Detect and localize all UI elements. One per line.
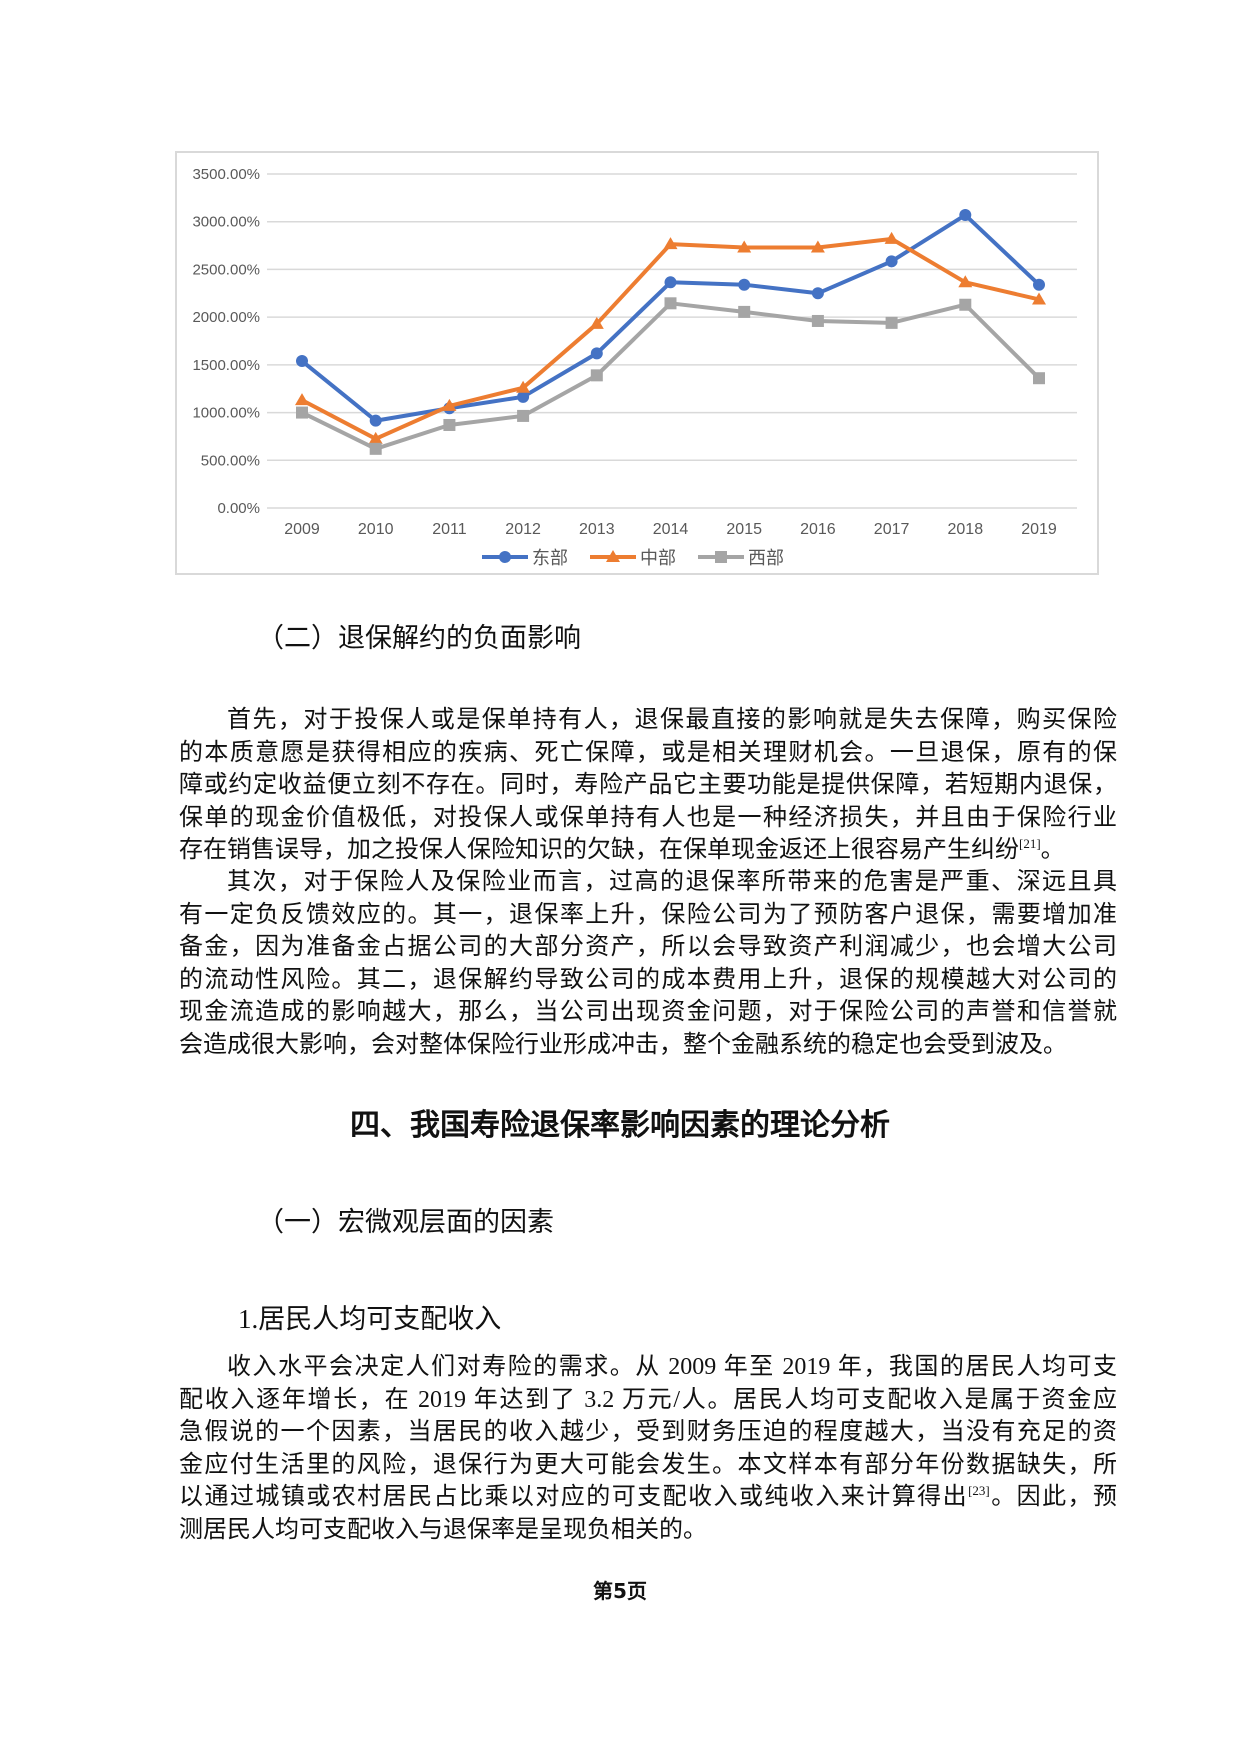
- text-line: 配收入逐年增长，在 2019 年达到了 3.2 万元/人。居民人均可支配收入是属…: [179, 1386, 1117, 1413]
- text: 存在销售误导，加之投保人保险知识的欠缺，在保单现金返还上很容易产生纠纷: [179, 837, 1019, 863]
- y-tick-label: 0.00%: [217, 500, 260, 517]
- text: 。: [1040, 837, 1065, 863]
- paragraph-1: 首先，对于投保人或是保单持有人，退保最直接的影响就是失去保障，购买保险 的本质意…: [179, 704, 1117, 867]
- text-line: 的本质意愿是获得相应的疾病、死亡保障，或是相关理财机会。一旦退保，原有的保: [179, 739, 1117, 766]
- y-tick-label: 500.00%: [201, 452, 260, 469]
- text-line: 其次，对于保险人及保险业而言，过高的退保率所带来的危害是严重、深远且具: [227, 869, 1117, 895]
- page-number: 第5页: [593, 1579, 647, 1603]
- data-point: [589, 316, 604, 329]
- data-point: [738, 305, 751, 318]
- section-heading: （一）宏微观层面的因素: [257, 1207, 554, 1238]
- series-line-西部: [301, 301, 1041, 451]
- x-tick-label: 2017: [874, 521, 910, 538]
- y-tick-label: 1500.00%: [192, 357, 260, 374]
- y-tick-label: 1000.00%: [192, 405, 260, 422]
- data-point: [664, 297, 677, 310]
- data-point: [296, 355, 308, 368]
- data-point: [516, 380, 531, 393]
- x-tick-label: 2013: [579, 521, 615, 538]
- citation: [23]: [968, 1483, 990, 1498]
- subsection-heading: 1.居民人均可支配收入: [238, 1304, 502, 1334]
- data-point: [369, 442, 382, 455]
- text-line: 测居民人均可支配收入与退保率是呈现负相关的。: [179, 1516, 707, 1543]
- data-point: [737, 240, 752, 253]
- data-point: [885, 316, 898, 329]
- y-tick-label: 2500.00%: [192, 261, 260, 278]
- legend-marker: [499, 551, 511, 563]
- data-point: [442, 398, 457, 411]
- data-point: [443, 418, 456, 431]
- data-point: [959, 298, 972, 311]
- text-line: 保单的现金价值极低，对投保人或保单持有人也是一种经济损失，并且由于保险行业: [179, 804, 1117, 831]
- text-line: 存在销售误导，加之投保人保险知识的欠缺，在保单现金返还上很容易产生纠纷[21]。: [179, 834, 1117, 867]
- paragraph-2: 其次，对于保险人及保险业而言，过高的退保率所带来的危害是严重、深远且具 有一定负…: [179, 866, 1117, 1061]
- data-point: [295, 393, 309, 406]
- x-tick-label: 2011: [432, 521, 467, 538]
- data-point: [664, 276, 677, 289]
- text-line: 急假说的一个因素，当居民的收入越少，受到财务压迫的程度越大，当没有充足的资: [179, 1419, 1117, 1445]
- data-point: [369, 414, 382, 427]
- legend-label: 西部: [748, 548, 784, 569]
- y-tick-label: 2000.00%: [192, 309, 260, 326]
- data-point: [738, 278, 751, 291]
- text-line: 现金流造成的影响越大，那么，当公司出现资金问题，对于保险公司的声誉和信誉就: [179, 999, 1117, 1025]
- data-point: [663, 237, 678, 250]
- chapter-heading: 四、我国寿险退保率影响因素的理论分析: [350, 1108, 890, 1143]
- data-point: [517, 390, 530, 403]
- x-tick-label: 2010: [358, 521, 394, 538]
- citation: [21]: [1019, 836, 1041, 851]
- data-point: [810, 240, 825, 253]
- data-point: [368, 431, 383, 444]
- x-tick-label: 2009: [284, 521, 320, 538]
- data-point: [811, 314, 824, 327]
- text-line: 会造成很大影响，会对整体保险行业形成冲击，整个金融系统的稳定也会受到波及。: [179, 1031, 1067, 1058]
- data-point: [811, 287, 824, 300]
- x-tick-label: 2019: [1021, 521, 1057, 538]
- x-tick-label: 2016: [800, 521, 836, 538]
- legend-label: 中部: [640, 548, 676, 569]
- text-line: 以通过城镇或农村居民占比乘以对应的可支配收入或纯收入来计算得出[23]。因此，预: [179, 1481, 1117, 1514]
- data-point: [590, 347, 603, 360]
- legend-marker: [715, 551, 727, 563]
- data-point: [958, 275, 973, 288]
- x-tick-label: 2014: [653, 521, 689, 538]
- data-point: [517, 409, 530, 422]
- text-line: 有一定负反馈效应的。其一，退保率上升，保险公司为了预防客户退保，需要增加准: [179, 901, 1117, 928]
- data-point: [1033, 278, 1045, 291]
- section-heading: （二）退保解约的负面影响: [257, 623, 581, 654]
- paragraph-3: 收入水平会决定人们对寿险的需求。从 2009 年至 2019 年，我国的居民人均…: [179, 1351, 1117, 1546]
- text-line: 备金，因为准备金占据公司的大部分资产，所以会导致资产利润减少，也会增大公司: [179, 934, 1117, 960]
- data-point: [1032, 292, 1046, 305]
- text-line: 收入水平会决定人们对寿险的需求。从 2009 年至 2019 年，我国的居民人均…: [227, 1354, 1117, 1380]
- line-chart: 0.00% 500.00% 1000.00% 1500.00% 2000.00% 2500…: [175, 151, 1099, 575]
- text-line: 障或约定收益便立刻不存在。同时，寿险产品它主要功能是提供保障，若短期内退保，: [179, 772, 1117, 798]
- data-point: [885, 255, 898, 268]
- legend-label: 东部: [532, 548, 568, 569]
- data-point: [1033, 372, 1045, 385]
- legend-marker: [606, 550, 620, 562]
- text: 。因此，预: [989, 1484, 1118, 1510]
- data-point: [959, 209, 972, 222]
- x-tick-label: 2012: [505, 521, 541, 538]
- text: 以通过城镇或农村居民占比乘以对应的可支配收入或纯收入来计算得出: [179, 1484, 969, 1510]
- text-line: 的流动性风险。其二，退保解约导致公司的成本费用上升，退保的规模越大对公司的: [179, 966, 1117, 993]
- y-tick-label: 3500.00%: [192, 166, 260, 183]
- text-line: 金应付生活里的风险，退保行为更大可能会发生。本文样本有部分年份数据缺失，所: [179, 1451, 1117, 1478]
- text-line: 首先，对于投保人或是保单持有人，退保最直接的影响就是失去保障，购买保险: [227, 707, 1117, 733]
- y-tick-label: 3000.00%: [192, 214, 260, 231]
- x-tick-label: 2015: [726, 521, 762, 538]
- data-point: [884, 231, 899, 244]
- x-tick-label: 2018: [948, 521, 984, 538]
- chart-svg: 0.00% 500.00% 1000.00% 1500.00% 2000.00% 2500…: [192, 166, 1077, 569]
- data-point: [590, 369, 603, 382]
- data-point: [296, 406, 308, 419]
